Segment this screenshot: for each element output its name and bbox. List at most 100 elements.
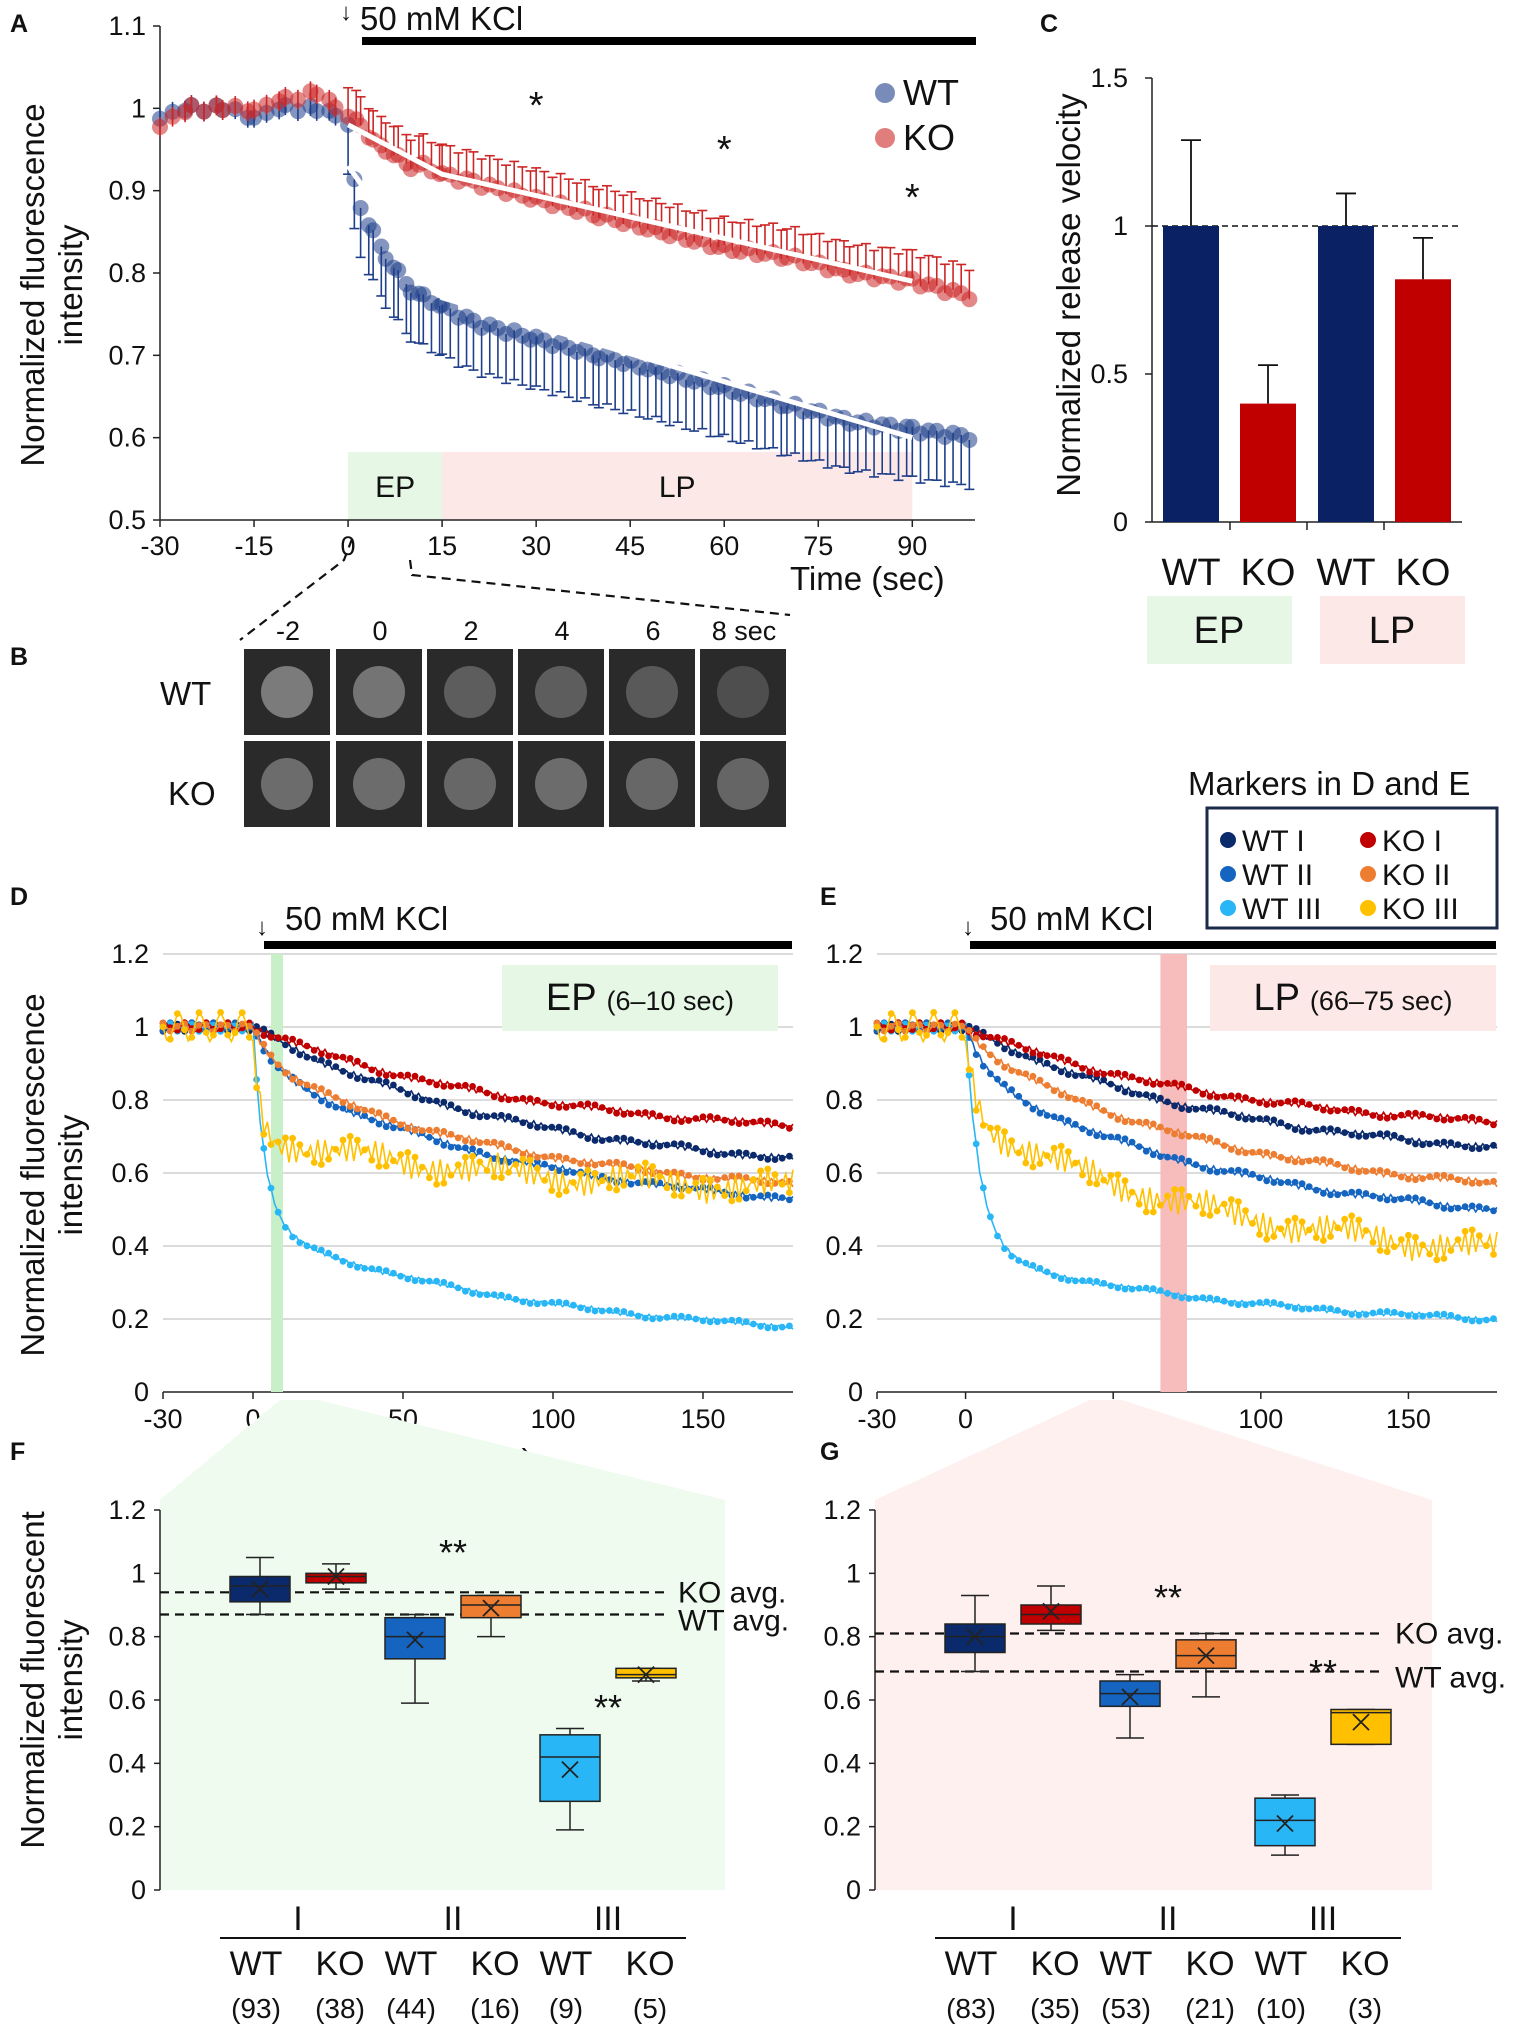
trace-point-ko-ii — [433, 1126, 440, 1134]
trace-point-wt-i — [548, 1123, 556, 1131]
point-wt — [390, 262, 407, 279]
trace-point-ko-ii — [1426, 1173, 1434, 1181]
trace-point-ko-ii — [1383, 1168, 1391, 1175]
trace-point-ko-i — [634, 1109, 642, 1117]
trace-point-wt-ii — [1270, 1179, 1278, 1186]
n-count-ko: (3) — [1348, 1993, 1382, 2024]
panel-label-a: A — [10, 10, 28, 38]
trace-point-wt-ii — [1227, 1167, 1235, 1174]
trace-point-wt-i — [670, 1140, 678, 1148]
trace-point-ko-i — [282, 1034, 289, 1042]
trace-point-wt-iii — [1057, 1275, 1065, 1283]
trace-point-ko-ii — [1440, 1171, 1448, 1179]
trace-point-ko-iii — [1369, 1239, 1377, 1246]
category-label-c: KO — [1241, 552, 1296, 594]
trace-point-ko-iii — [1227, 1196, 1235, 1203]
trace-point-wt-iii — [735, 1316, 743, 1324]
trace-point-wt-iii — [706, 1318, 714, 1326]
trace-point-ko-iii — [786, 1189, 793, 1196]
trace-point-wt-ii — [750, 1193, 757, 1201]
y-tick-label-c: 1.5 — [1090, 63, 1128, 93]
trace-point-wt-ii — [1199, 1165, 1207, 1172]
trace-point-ko-iii — [462, 1153, 469, 1161]
trace-point-wt-iii — [390, 1269, 397, 1277]
trace-point-wt-iii — [670, 1312, 678, 1320]
trace-point-ko-iii — [188, 1034, 196, 1041]
trace-point-ko-i — [1475, 1115, 1483, 1123]
trace-point-ko-ii — [1327, 1157, 1334, 1165]
trace-point-ko-i — [699, 1113, 707, 1121]
panel-c: C Normalized release velocity 0 0.5 1 1.5 WT… — [1040, 10, 1465, 664]
trace-point-wt-ii — [1171, 1154, 1178, 1161]
trace-point-ko-ii — [238, 1020, 246, 1028]
trace-point-wt-iii — [1100, 1279, 1108, 1287]
trace-point-ko-ii — [1128, 1118, 1136, 1126]
trace-point-wt-i — [1206, 1104, 1214, 1112]
trace-point-wt-iii — [534, 1300, 541, 1308]
y-tick-label-g: 0.8 — [823, 1622, 861, 1652]
trace-point-wt-iii — [339, 1257, 347, 1265]
time-label-b: 0 — [372, 616, 387, 646]
x-tick-label-a: 45 — [615, 531, 645, 561]
trace-point-wt-i — [757, 1154, 764, 1162]
trace-point-ko-i — [1461, 1113, 1469, 1121]
trace-point-wt-iii — [1093, 1278, 1101, 1285]
trace-point-wt-iii — [404, 1275, 412, 1283]
stim-bar-d — [264, 941, 792, 949]
trace-point-ko-iii — [483, 1167, 491, 1174]
x-tick-label-a: 0 — [341, 531, 356, 561]
trace-point-wt-ii — [483, 1151, 491, 1159]
trace-point-wt-ii — [1263, 1177, 1271, 1185]
trace-point-wt-ii — [1433, 1202, 1441, 1210]
trace-point-ko-ii — [505, 1143, 512, 1151]
trace-point-ko-ii — [1142, 1118, 1150, 1126]
trace-point-ko-ii — [1390, 1170, 1398, 1178]
trace-point-wt-ii — [1320, 1189, 1327, 1197]
trace-point-wt-i — [1277, 1119, 1285, 1127]
trace-point-wt-i — [1220, 1107, 1228, 1115]
trace-point-wt-iii — [476, 1291, 484, 1298]
x-tick-label-a: 30 — [521, 531, 551, 561]
trace-point-wt-i — [1369, 1131, 1377, 1139]
trace-point-ko-iii — [1242, 1207, 1249, 1214]
trace-point-ko-ii — [562, 1154, 570, 1162]
y-tick-label-c: 1 — [1113, 211, 1128, 241]
y-tick-label-f: 0.6 — [108, 1685, 146, 1715]
trace-point-ko-iii — [1291, 1214, 1299, 1222]
stim-arrow-e: ↓ — [962, 914, 974, 941]
spot-wt — [261, 666, 313, 718]
trace-point-wt-iii — [685, 1313, 692, 1321]
trace-point-ko-iii — [873, 1023, 881, 1031]
trace-point-wt-i — [1192, 1105, 1200, 1113]
trace-point-ko-i — [490, 1093, 498, 1101]
trace-point-wt-iii — [584, 1306, 592, 1314]
y-tick-label-e: 0.6 — [825, 1158, 863, 1188]
trace-point-wt-iii — [649, 1315, 656, 1323]
trace-point-wt-iii — [1291, 1305, 1299, 1312]
trace-point-ko-iii — [217, 1009, 225, 1016]
trace-point-ko-i — [591, 1101, 599, 1109]
trace-point-ko-i — [1036, 1051, 1044, 1059]
trace-point-ko-i — [548, 1102, 556, 1110]
trace-point-ko-iii — [562, 1187, 570, 1195]
trace-point-ko-i — [296, 1038, 304, 1046]
trace-point-wt-i — [692, 1145, 700, 1152]
trace-point-wt-i — [368, 1076, 376, 1084]
row-label-wt: WT — [160, 675, 211, 712]
point-ko — [961, 291, 978, 308]
n-count-wt: (53) — [1101, 1993, 1151, 2024]
legend-label-ko-i: KO I — [1382, 825, 1442, 858]
trace-point-ko-i — [375, 1070, 383, 1077]
trace-point-ko-iii — [1447, 1247, 1455, 1254]
panel-label-g: G — [820, 1438, 839, 1466]
legend-marker-wt-i — [1220, 832, 1236, 848]
trace-point-ko-iii — [282, 1134, 289, 1142]
trace-point-wt-ii — [476, 1147, 484, 1155]
trace-point-wt-ii — [1022, 1099, 1030, 1107]
trace-point-ko-i — [1320, 1106, 1327, 1114]
trace-point-wt-iii — [987, 1213, 994, 1221]
trace-point-ko-i — [584, 1100, 592, 1108]
trace-point-ko-ii — [555, 1153, 563, 1160]
trace-point-wt-ii — [1355, 1188, 1363, 1196]
point-ko — [246, 101, 263, 118]
